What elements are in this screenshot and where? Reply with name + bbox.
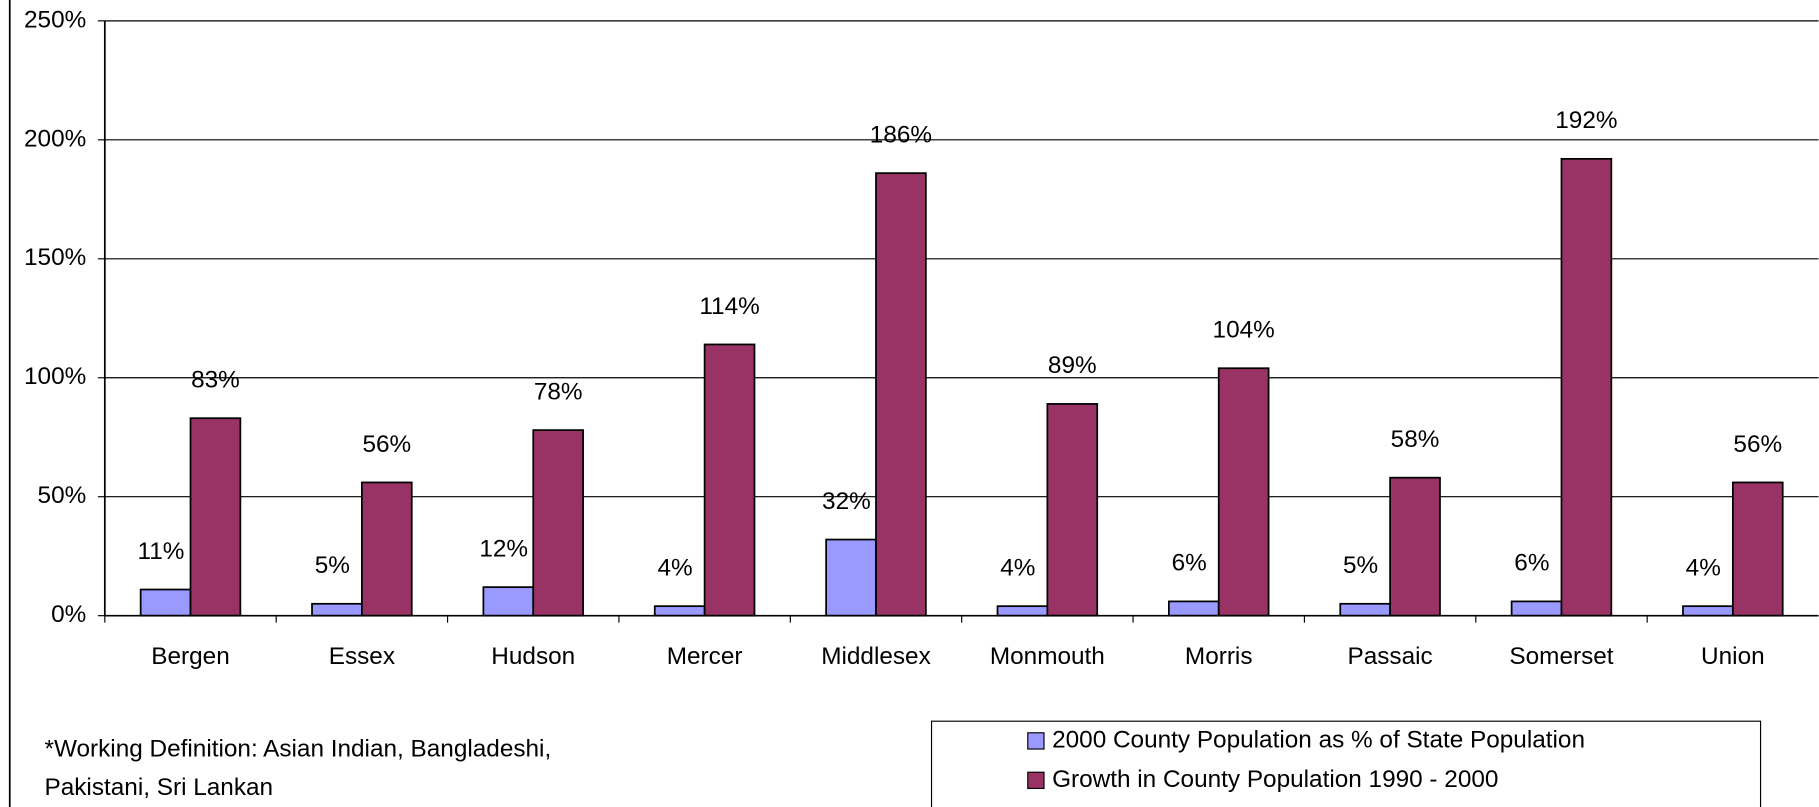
bar xyxy=(1682,605,1734,617)
bar xyxy=(1389,476,1441,617)
data-label: 114% xyxy=(699,293,759,320)
bar xyxy=(361,481,413,617)
y-tick-label: 200% xyxy=(24,125,86,152)
data-label: 6% xyxy=(1172,550,1207,577)
bar xyxy=(532,429,584,617)
data-label: 4% xyxy=(1000,554,1035,581)
data-label: 186% xyxy=(870,121,932,148)
x-tick-label: Passaic xyxy=(1348,643,1433,670)
bar xyxy=(875,172,927,617)
y-tick-label: 100% xyxy=(24,363,86,390)
bar xyxy=(482,586,535,617)
bar xyxy=(996,605,1049,617)
x-tick-label: Union xyxy=(1701,643,1765,670)
data-label: 5% xyxy=(1343,552,1378,579)
legend-swatch xyxy=(1027,771,1045,790)
y-tick-label: 150% xyxy=(24,244,86,271)
data-label: 56% xyxy=(1733,431,1782,458)
bar xyxy=(1510,600,1563,617)
footnote: *Working Definition: Asian Indian, Bangl… xyxy=(45,736,552,763)
bar xyxy=(1339,602,1391,617)
legend-label: 2000 County Population as % of State Pop… xyxy=(1052,726,1585,753)
data-label: 6% xyxy=(1514,550,1549,577)
y-tick-label: 0% xyxy=(51,601,86,628)
bar xyxy=(139,588,192,617)
data-label: 78% xyxy=(534,378,583,405)
y-tick-label: 50% xyxy=(38,482,87,509)
legend-box xyxy=(930,720,1762,807)
bar xyxy=(1217,367,1270,617)
bar xyxy=(311,602,363,617)
data-label: 56% xyxy=(362,431,411,458)
bar xyxy=(703,343,756,617)
bar xyxy=(825,538,877,617)
data-label: 104% xyxy=(1213,317,1275,344)
x-tick-label: Somerset xyxy=(1509,643,1613,670)
footnote: Pakistani, Sri Lankan xyxy=(45,774,274,801)
x-tick-label: Bergen xyxy=(151,643,229,670)
x-tick-label: Essex xyxy=(329,643,395,670)
x-tick-label: Hudson xyxy=(491,643,575,670)
legend-label: Growth in County Population 1990 - 2000 xyxy=(1052,766,1498,793)
data-label: 4% xyxy=(1686,554,1721,581)
bar xyxy=(653,605,706,617)
legend-swatch xyxy=(1027,732,1045,750)
data-label: 192% xyxy=(1555,107,1617,134)
data-label: 11% xyxy=(137,538,184,565)
data-label: 5% xyxy=(315,552,350,579)
data-label: 89% xyxy=(1048,352,1097,379)
x-tick-label: Morris xyxy=(1185,643,1253,670)
bar xyxy=(189,417,242,617)
x-tick-label: Mercer xyxy=(667,643,743,670)
bar xyxy=(1168,600,1220,617)
data-label: 12% xyxy=(479,535,528,562)
data-label: 32% xyxy=(822,488,871,515)
data-label: 58% xyxy=(1391,426,1440,453)
x-tick-label: Middlesex xyxy=(821,643,931,670)
bar xyxy=(1731,481,1784,617)
x-tick-label: Monmouth xyxy=(990,643,1105,670)
y-tick-label: 250% xyxy=(24,6,86,33)
data-label: 83% xyxy=(191,367,240,394)
bar xyxy=(1560,157,1613,617)
bar xyxy=(1046,403,1099,617)
data-label: 4% xyxy=(657,554,692,581)
